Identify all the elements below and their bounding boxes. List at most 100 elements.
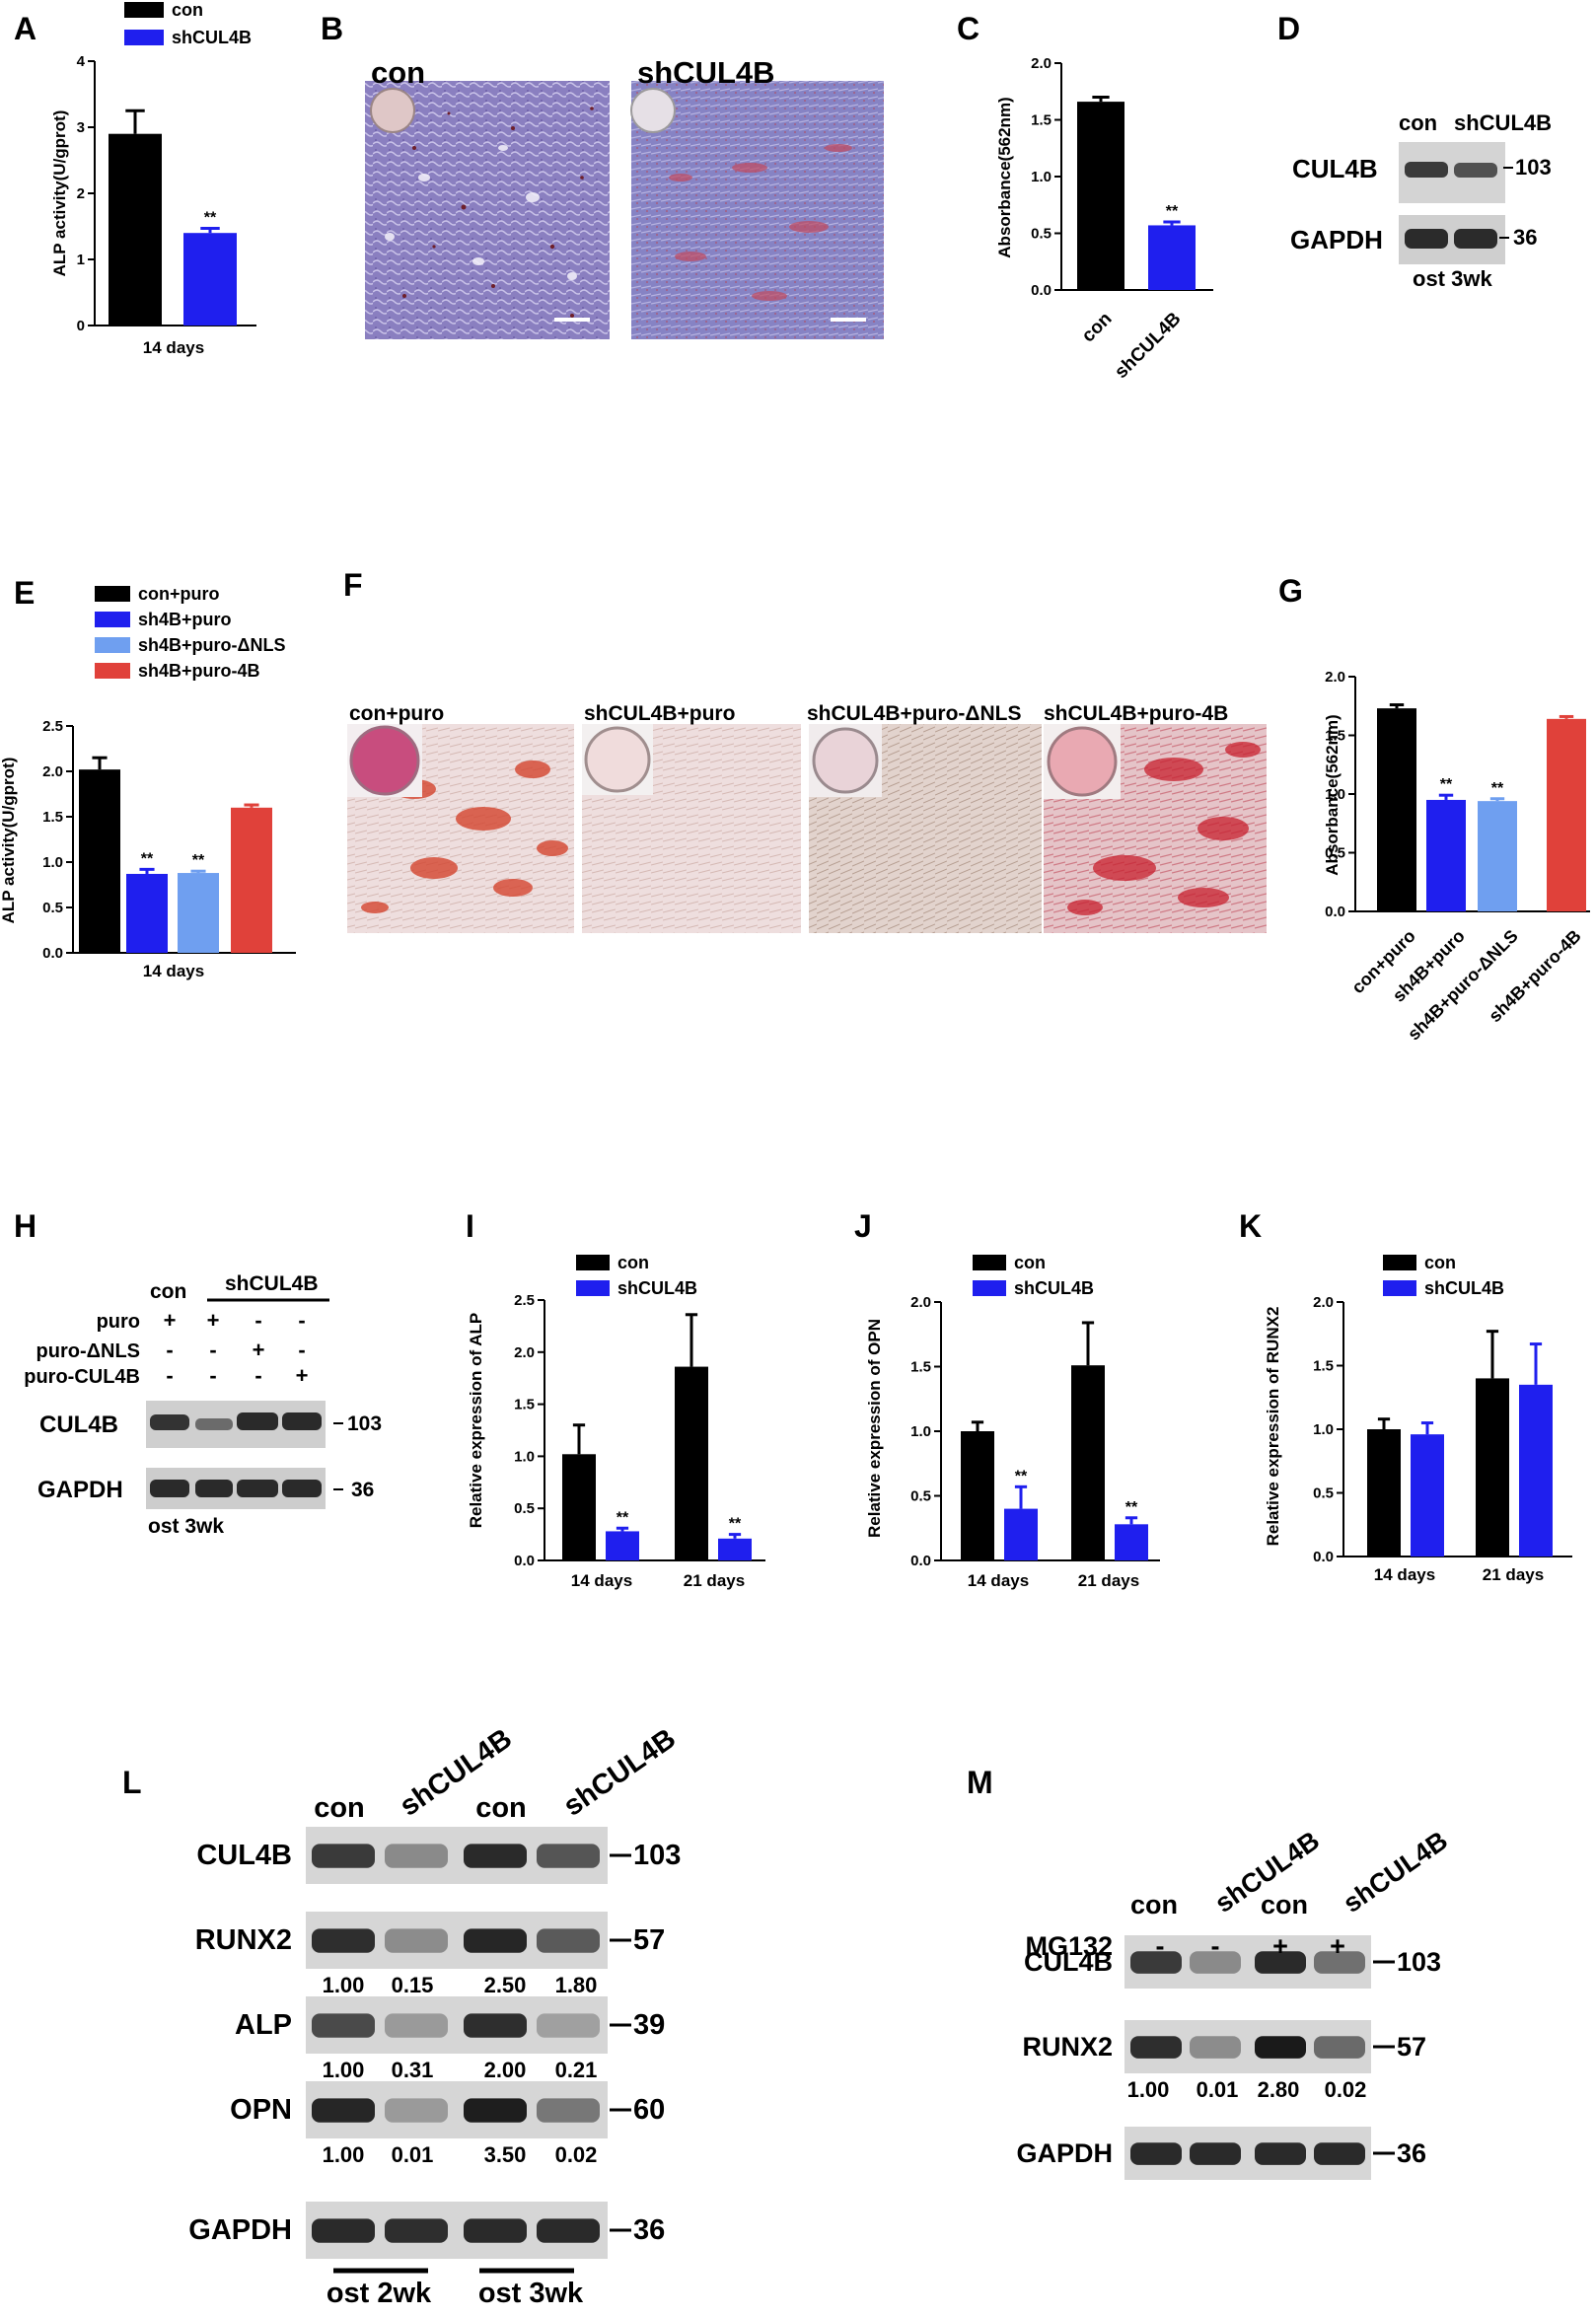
bar [1411, 1434, 1444, 1557]
y-tick-label: 1.5 [1031, 112, 1052, 129]
significance-label: ** [1166, 203, 1179, 220]
y-tick-label: 2.0 [910, 1294, 931, 1311]
blot-band [1255, 1951, 1306, 1974]
legend-swatch [95, 637, 130, 653]
marker-label: 57 [1397, 2032, 1426, 2062]
x-tick-label: con [1078, 309, 1117, 347]
blot-band [312, 1928, 375, 1953]
marker-label: 36 [633, 2214, 665, 2246]
blot-band [1314, 1951, 1365, 1974]
lane-label: con [475, 1792, 527, 1824]
chart-a: 0 1 2 3 4 ALP activity(U/gprot) ** 14 days con sh… [50, 0, 256, 357]
bar [718, 1538, 752, 1560]
y-tick-label: 4 [77, 53, 86, 70]
y-tick-label: 1.0 [910, 1423, 931, 1440]
bar [1004, 1508, 1038, 1560]
condition-marks: + + - -- - + -- - - + [164, 1308, 309, 1388]
blot-band [537, 1844, 600, 1868]
blot-header-con: con [150, 1280, 186, 1303]
mg132-mark: - [1156, 1931, 1165, 1961]
bar [1519, 1384, 1553, 1557]
micrograph-con-white-spots [385, 145, 577, 280]
mg132-label: MG132 [1025, 1931, 1113, 1961]
condition-mark: - [254, 1363, 261, 1388]
panel-letter-j: J [854, 1208, 872, 1244]
blot-band [312, 2098, 375, 2123]
y-tick-label: 2.0 [1313, 1294, 1334, 1311]
panel-letter-e: E [14, 575, 35, 611]
blot-band [1405, 162, 1448, 178]
quantification-value: 0.02 [1325, 2077, 1367, 2102]
y-tick-label: 1.5 [42, 809, 63, 826]
marker-label: 36 [351, 1479, 374, 1501]
x-tick-label: 14 days [968, 1571, 1029, 1590]
legend-label: con+puro [138, 584, 220, 604]
mg132-mark: - [1211, 1931, 1220, 1961]
significance-label: ** [141, 850, 154, 867]
y-tick-label: 2.5 [514, 1292, 535, 1309]
x-tick-label: 14 days [143, 338, 204, 357]
blot-band [385, 2098, 448, 2123]
quantification-value: 1.00 [1127, 2077, 1170, 2102]
quantification-value: 0.21 [555, 2058, 598, 2082]
chart-e: 0.0 0.5 1.0 1.5 2.0 2.5 ALP activity(U/gprot) *… [0, 584, 296, 980]
blot-band [464, 2013, 527, 2038]
panel-letter-h: H [14, 1208, 36, 1244]
y-tick-label: 0.5 [1031, 226, 1052, 243]
condition-mark: - [209, 1363, 216, 1388]
lane-label: shCUL4B [1338, 1826, 1453, 1919]
bar [1148, 225, 1196, 290]
legend-swatch [576, 1280, 610, 1296]
quantification-value: 0.15 [392, 1973, 434, 1997]
blot-band [237, 1480, 278, 1497]
significance-label: ** [1440, 776, 1453, 793]
significance-label: ** [192, 852, 205, 869]
scale-bar-con [554, 318, 590, 322]
legend-swatch [576, 1255, 610, 1270]
legend-swatch [973, 1280, 1006, 1296]
well-con-puro [349, 725, 420, 796]
blot-row-label: CUL4B [1292, 154, 1378, 183]
significance-label: ** [1015, 1468, 1028, 1484]
legend-label: shCUL4B [172, 28, 252, 47]
significance-label: ** [1491, 780, 1504, 797]
blot-band [1405, 229, 1448, 249]
blot-band [237, 1412, 278, 1430]
condition-label: puro-CUL4B [24, 1366, 140, 1388]
blot-band [282, 1480, 322, 1497]
blot-band [1190, 2142, 1241, 2165]
bar [1071, 1365, 1105, 1560]
significance-label: ** [729, 1516, 742, 1533]
micrograph-label: con+puro [349, 702, 444, 725]
blot-row-label: GAPDH [37, 1477, 123, 1503]
condition-mark: - [166, 1338, 173, 1362]
panel-b-micrographs: con shCUL4B [365, 55, 884, 339]
y-tick-label: 2.0 [1031, 55, 1052, 72]
blot-band [282, 1412, 322, 1430]
blot-row-label: GAPDH [188, 2214, 292, 2246]
blot-row-label: OPN [230, 2094, 292, 2126]
blot-band [150, 1480, 189, 1497]
condition-mark: + [296, 1363, 309, 1388]
panel-d-western-blot: con shCUL4B CUL4B GAPDH 103 36 ost 3wk [1290, 110, 1552, 291]
lane-label: shCUL4B [558, 1723, 682, 1823]
legend-swatch [95, 612, 130, 627]
blot-band [464, 2218, 527, 2243]
y-tick-label: 2.0 [514, 1344, 535, 1361]
blot-band [1130, 2036, 1182, 2059]
well-shcul4b-puro-4b [1047, 726, 1118, 797]
significance-label: ** [617, 1509, 629, 1526]
bar [126, 873, 168, 953]
marker-label: 103 [1397, 1947, 1441, 1977]
mg132-mark: + [1272, 1931, 1288, 1961]
blot-band [1255, 2036, 1306, 2059]
legend-swatch [124, 30, 164, 45]
y-tick-label: 1.5 [514, 1397, 535, 1413]
y-tick-label: 0.5 [910, 1488, 931, 1505]
y-tick-label: 0.0 [1313, 1549, 1334, 1565]
blot-row-label: CUL4B [39, 1412, 118, 1438]
y-tick-label: 1.0 [1031, 169, 1052, 185]
y-tick-label: 0.0 [514, 1553, 535, 1569]
